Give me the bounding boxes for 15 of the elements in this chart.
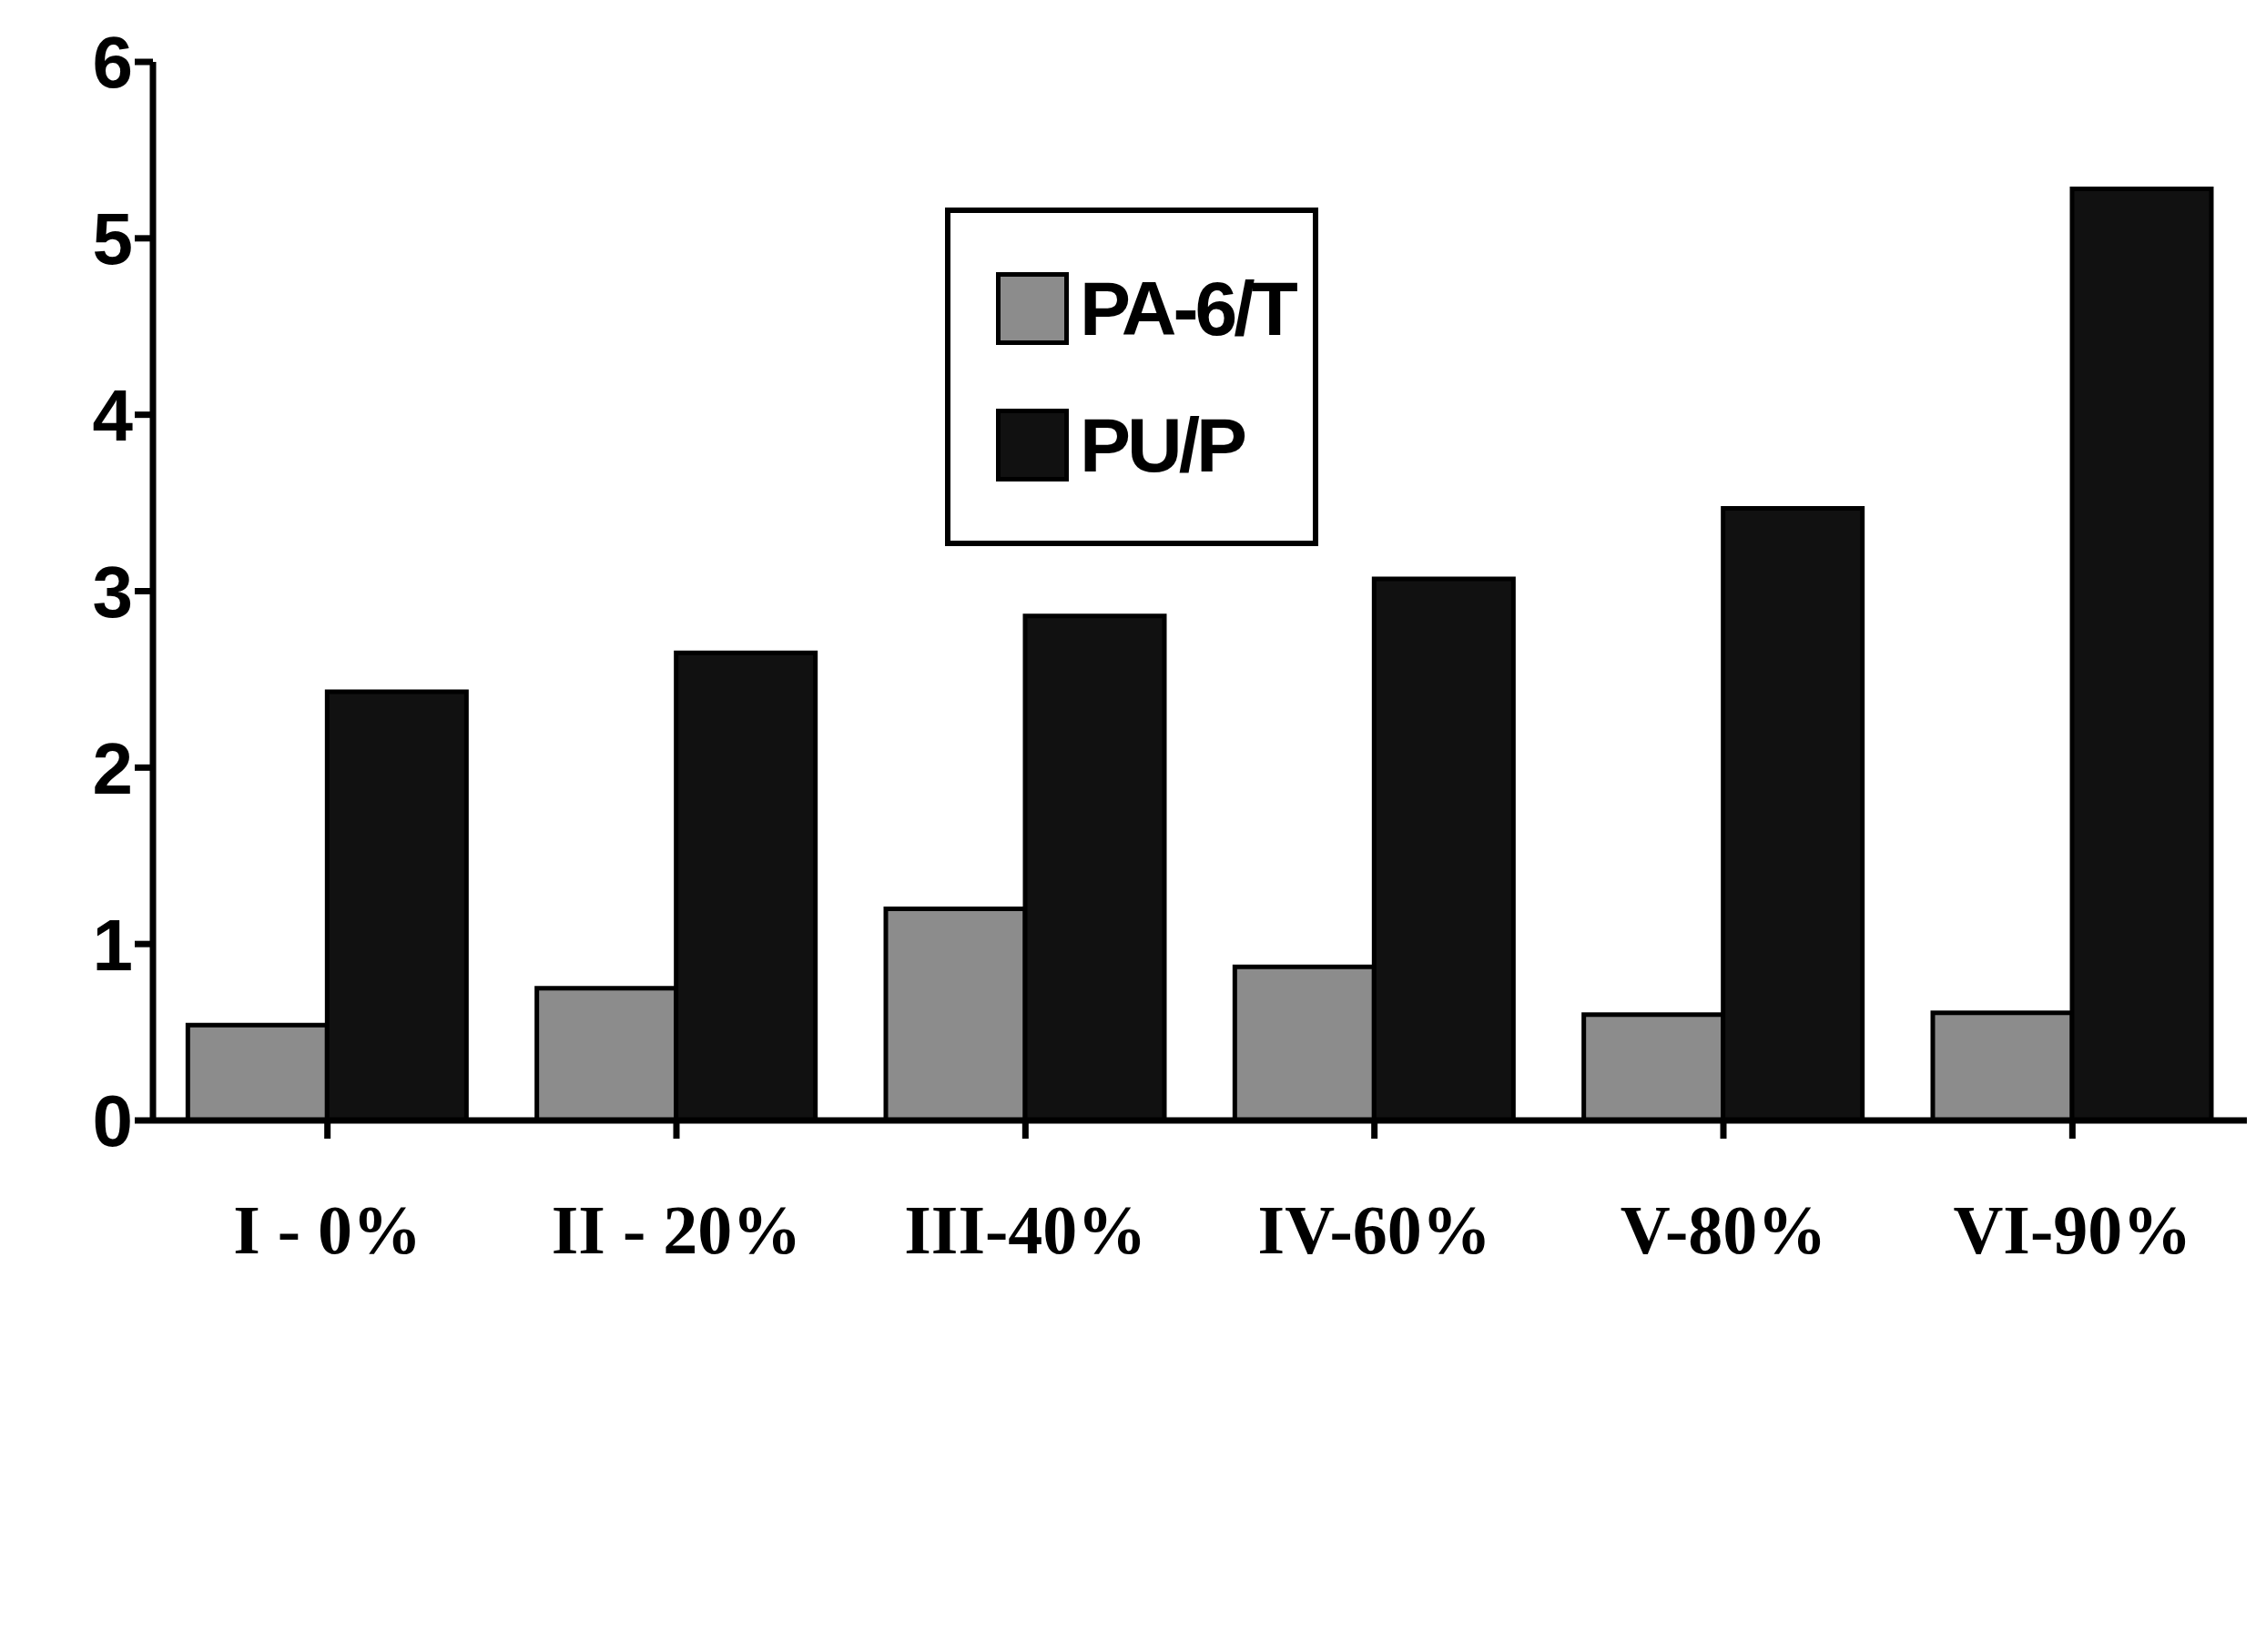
x-tick-label: V-80% — [1620, 1191, 1827, 1268]
x-tick-label: II - 20% — [551, 1191, 802, 1268]
x-tick-label: IV-60% — [1257, 1191, 1491, 1268]
legend-label: PU/P — [1080, 400, 1245, 490]
y-tick-label: 2 — [92, 727, 133, 809]
x-tick-label: I - 0% — [233, 1191, 422, 1268]
x-tick-label: III-40% — [904, 1191, 1147, 1268]
legend-label: PA-6/T — [1080, 264, 1295, 353]
y-tick-label: 0 — [92, 1080, 133, 1162]
y-tick-label: 4 — [92, 375, 134, 457]
x-tick-label: VI-90% — [1953, 1191, 2192, 1268]
y-tick-label: 5 — [92, 198, 133, 280]
y-tick-label: 6 — [92, 22, 133, 104]
y-tick-label: 3 — [92, 551, 133, 633]
y-tick-label: 1 — [92, 904, 133, 986]
